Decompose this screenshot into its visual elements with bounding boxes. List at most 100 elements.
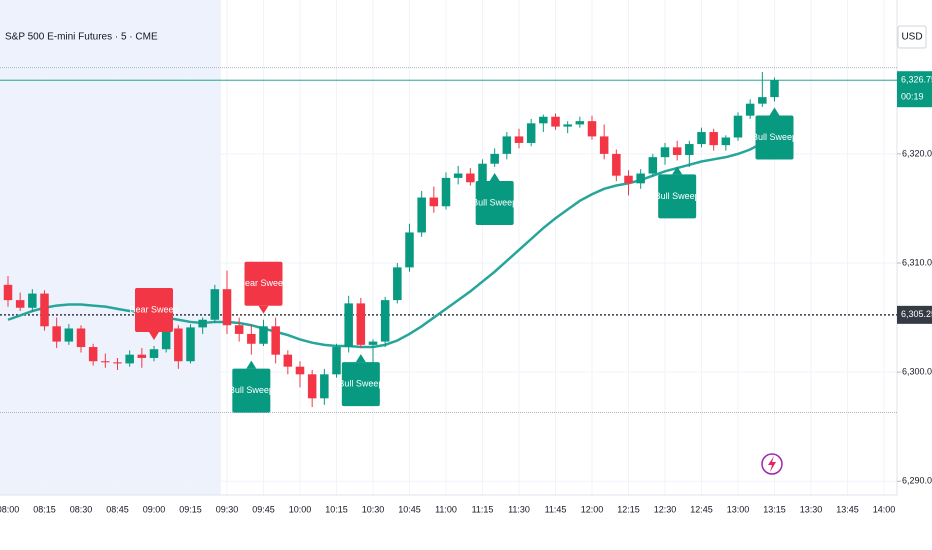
candle-body <box>113 362 122 364</box>
candle-body <box>636 173 645 184</box>
candle-body <box>174 328 183 362</box>
candle-body <box>660 147 670 158</box>
signal-box <box>658 174 697 219</box>
signal-box <box>232 368 271 413</box>
candle-body <box>575 121 585 125</box>
signal-label: Bear Sweep <box>129 304 178 314</box>
x-tick-label: 12:45 <box>690 504 713 514</box>
y-tick-label: 6,290.00 <box>902 476 932 486</box>
x-tick-label: 11:15 <box>472 504 494 514</box>
price-label-box <box>897 305 932 324</box>
candle-body <box>587 121 597 137</box>
currency: USD <box>901 32 922 43</box>
price-label: 6,305.25 <box>901 309 932 319</box>
price-label: 6,326.75 <box>901 75 932 85</box>
signal-label: Bull Sweep <box>472 197 517 207</box>
candle-body <box>551 116 560 127</box>
chart-title: S&P 500 E-mini Futures · 5 · CME <box>5 32 158 43</box>
signal-label: Bull Sweep <box>655 191 700 201</box>
candle-body <box>672 147 682 155</box>
y-tick-label: 6,310.00 <box>902 257 932 267</box>
candle-body <box>101 361 110 363</box>
candle-body <box>733 115 743 138</box>
candle-body <box>88 347 98 362</box>
candle-body <box>271 326 280 355</box>
x-tick-label: 09:45 <box>252 504 275 514</box>
x-tick-label: 10:15 <box>325 504 348 514</box>
signal-pointer <box>672 166 683 175</box>
candle-body <box>380 300 390 342</box>
candle-body <box>758 97 767 104</box>
candle-body <box>125 354 134 364</box>
candle-body <box>429 197 439 207</box>
x-tick-label: 11:45 <box>545 504 567 514</box>
x-tick-label: 13:45 <box>836 504 859 514</box>
candle-body <box>405 232 414 268</box>
candle-body <box>344 303 353 348</box>
candle-body <box>283 354 293 367</box>
candle-body <box>307 374 317 399</box>
candle-body <box>40 293 49 327</box>
candle-body <box>149 349 159 358</box>
candle-body <box>745 103 755 116</box>
candle-body <box>709 132 718 146</box>
candle-body <box>259 326 268 344</box>
y-tick-label: 6,300.00 <box>902 367 932 377</box>
x-tick-label: 12:15 <box>617 504 640 514</box>
candle-body <box>64 328 74 342</box>
signal-label: Bull Sweep <box>338 379 383 389</box>
candle-body <box>770 80 779 98</box>
candle-body <box>295 366 305 375</box>
x-tick-label: 08:45 <box>106 504 129 514</box>
candle-body <box>526 123 536 143</box>
x-tick-label: 09:00 <box>143 504 166 514</box>
x-tick-label: 14:00 <box>873 504 896 514</box>
candle-body <box>247 333 256 344</box>
signal-box <box>755 115 794 160</box>
x-tick-label: 08:00 <box>0 504 19 514</box>
candle-body <box>599 136 609 154</box>
x-tick-label: 11:00 <box>435 504 457 514</box>
signal-box <box>135 287 173 332</box>
candle-body <box>697 132 706 145</box>
x-tick-label: 08:15 <box>33 504 56 514</box>
x-tick-label: 13:00 <box>727 504 750 514</box>
candle-body <box>721 137 731 146</box>
candle-body <box>502 136 512 154</box>
countdown: 00:19 <box>901 92 924 102</box>
x-tick-label: 10:00 <box>289 504 312 514</box>
candle-body <box>490 153 499 164</box>
x-tick-label: 13:30 <box>800 504 823 514</box>
currency-box[interactable] <box>897 25 927 49</box>
candle-body <box>478 163 487 183</box>
signal-box <box>475 180 514 225</box>
candle-body <box>332 347 341 375</box>
price-label-box <box>897 71 932 108</box>
x-tick-label: 10:45 <box>398 504 421 514</box>
x-tick-label: 12:00 <box>581 504 604 514</box>
candle-body <box>356 303 366 345</box>
lightning-icon[interactable] <box>761 453 783 475</box>
signal-label: Bear Sweep <box>239 278 288 288</box>
candle-body <box>198 319 207 328</box>
candle-body <box>76 328 86 348</box>
signal-label: Bull Sweep <box>229 385 274 395</box>
candle-body <box>648 157 658 174</box>
candle-body <box>234 325 244 334</box>
candle-body <box>28 293 37 308</box>
candle-body <box>3 284 13 301</box>
candle-body <box>52 326 61 342</box>
signal-box <box>341 362 380 407</box>
candle-body <box>453 173 463 178</box>
candle-body <box>368 341 378 345</box>
candle-body <box>137 354 147 358</box>
signal-pointer <box>489 172 500 181</box>
x-tick-label: 09:15 <box>179 504 202 514</box>
candle-body <box>161 328 171 350</box>
candle-body <box>417 197 426 233</box>
candle-body <box>624 175 633 184</box>
signal-label: Bull Sweep <box>752 132 797 142</box>
candle-body <box>320 374 329 399</box>
candle-body <box>393 267 402 301</box>
